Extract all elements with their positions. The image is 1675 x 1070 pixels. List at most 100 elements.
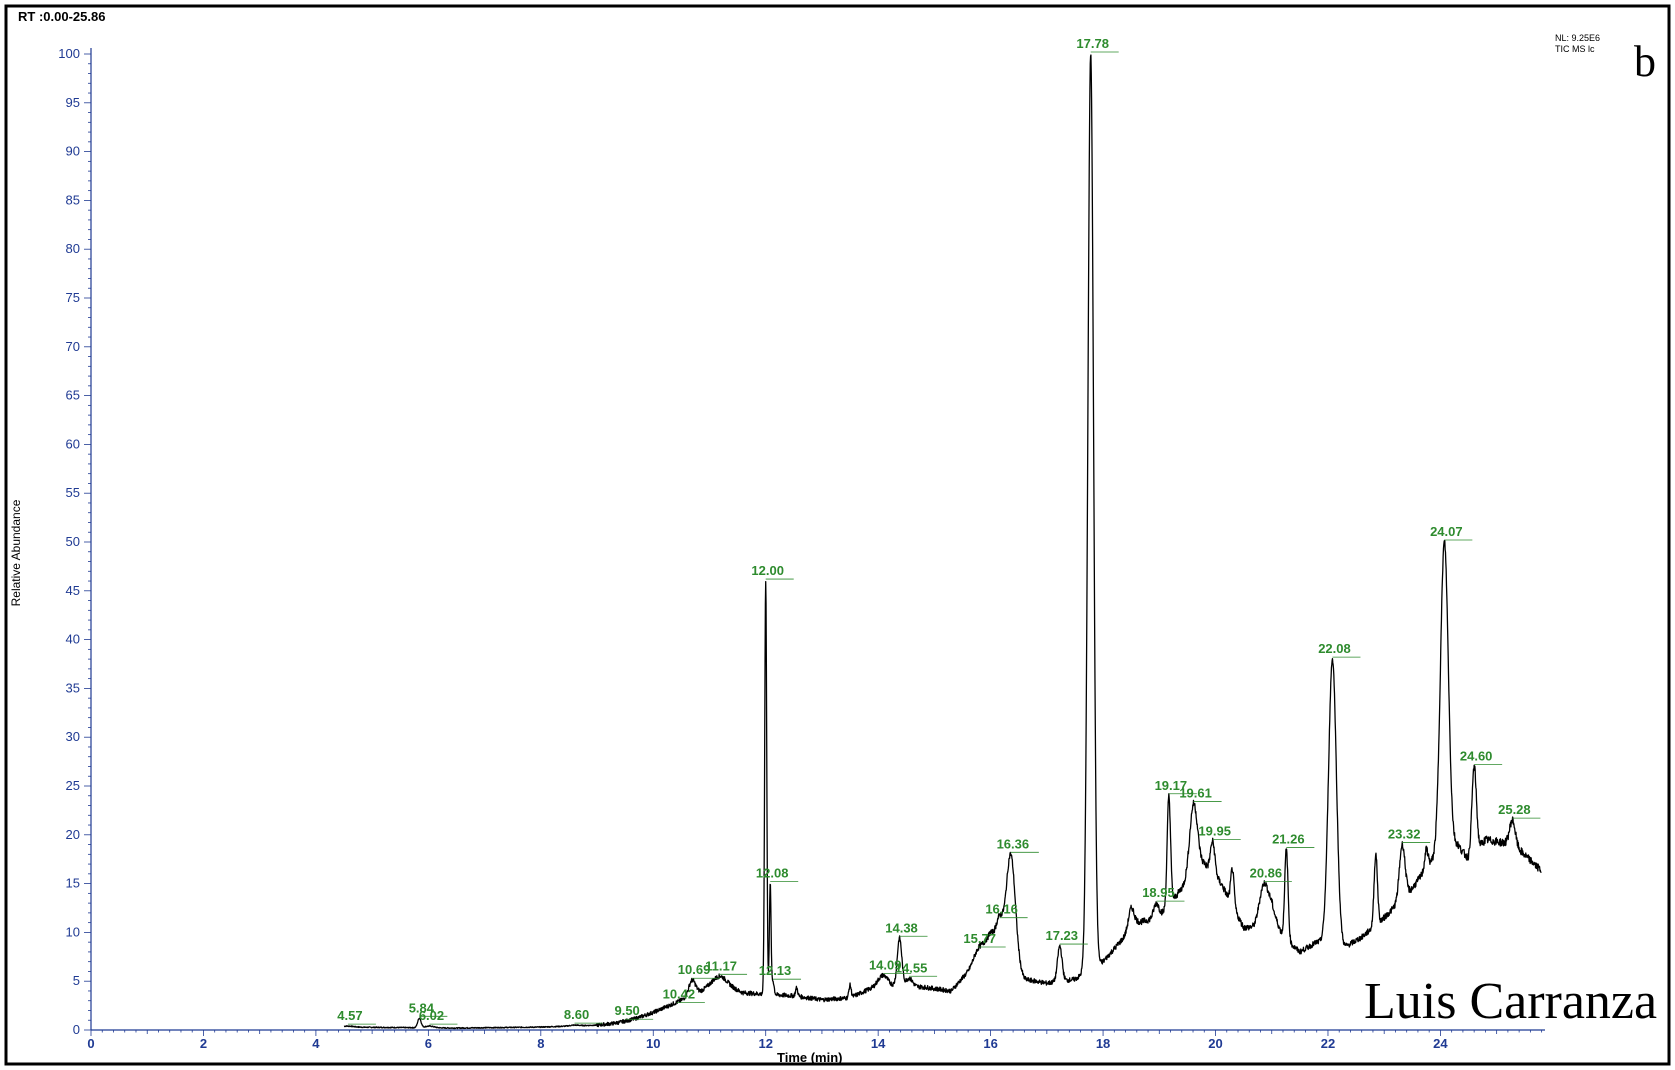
nl-value: NL: 9.25E6 xyxy=(1555,33,1601,43)
peak-label-text: 9.50 xyxy=(614,1003,639,1018)
peak-label: 8.60 xyxy=(564,1007,603,1024)
x-tick-label: 14 xyxy=(871,1036,886,1051)
peak-label-text: 12.08 xyxy=(756,866,789,881)
peak-label: 14.09 xyxy=(869,957,912,974)
x-tick-label: 4 xyxy=(312,1036,320,1051)
x-axis-label: Time (min) xyxy=(777,1050,843,1065)
peak-label-text: 14.09 xyxy=(869,957,902,972)
peak-label: 24.60 xyxy=(1460,748,1503,765)
x-tick-label: 16 xyxy=(983,1036,997,1051)
peak-label: 25.28 xyxy=(1498,802,1541,819)
y-tick-label: 75 xyxy=(66,290,80,305)
peak-label: 24.07 xyxy=(1430,524,1473,541)
peak-label: 14.55 xyxy=(895,960,938,977)
tic-trace xyxy=(343,54,1542,1030)
peak-label-text: 5.84 xyxy=(409,1000,435,1015)
peak-label-text: 22.08 xyxy=(1318,641,1351,656)
y-axis-label: Relative Abundance xyxy=(9,499,23,607)
peak-label: 19.95 xyxy=(1198,824,1241,841)
y-tick-label: 70 xyxy=(66,339,80,354)
peak-label: 16.16 xyxy=(985,902,1028,919)
panel-letter: b xyxy=(1634,37,1656,86)
peak-label-text: 16.16 xyxy=(985,902,1018,917)
y-tick-label: 35 xyxy=(66,680,80,695)
peak-label: 17.23 xyxy=(1045,928,1088,945)
peak-label-text: 11.17 xyxy=(705,958,737,973)
peak-label-text: 10.69 xyxy=(678,962,711,977)
x-tick-label: 24 xyxy=(1433,1036,1448,1051)
peak-label-text: 19.95 xyxy=(1198,824,1231,839)
peak-label-text: 19.61 xyxy=(1179,786,1212,801)
peak-label: 9.50 xyxy=(614,1003,654,1020)
peak-label: 12.08 xyxy=(756,866,799,882)
peak-label: 23.32 xyxy=(1388,827,1431,843)
peak-label: 22.08 xyxy=(1318,641,1361,658)
chart-border xyxy=(4,4,1671,1066)
peak-label-text: 6.02 xyxy=(419,1008,444,1023)
y-tick-label: 65 xyxy=(66,388,80,403)
y-tick-label: 10 xyxy=(66,924,80,939)
y-tick-label: 45 xyxy=(66,583,80,598)
peak-label: 15.77 xyxy=(963,931,1006,948)
x-tick-label: 0 xyxy=(87,1036,94,1051)
peak-label: 12.00 xyxy=(751,563,794,580)
peak-label-text: 24.07 xyxy=(1430,524,1463,539)
peak-label: 17.78 xyxy=(1076,36,1119,53)
scan-filter: TIC MS lc xyxy=(1555,44,1595,54)
x-tick-label: 2 xyxy=(200,1036,207,1051)
peak-label: 19.17 xyxy=(1155,778,1197,795)
y-tick-label: 95 xyxy=(66,95,80,110)
peak-label: 21.26 xyxy=(1272,831,1315,848)
x-tick-label: 22 xyxy=(1321,1036,1335,1051)
peak-label-text: 14.55 xyxy=(895,960,928,975)
y-tick-label: 5 xyxy=(73,973,80,988)
x-tick-label: 20 xyxy=(1208,1036,1222,1051)
peak-label-text: 15.77 xyxy=(963,931,996,946)
peak-label: 5.84 xyxy=(409,1000,448,1017)
x-tick-label: 12 xyxy=(758,1036,772,1051)
peak-label-text: 12.00 xyxy=(751,563,784,578)
peak-label: 19.61 xyxy=(1179,786,1222,802)
peak-label-text: 21.26 xyxy=(1272,831,1305,846)
peak-label: 20.86 xyxy=(1250,866,1292,882)
y-tick-label: 100 xyxy=(58,46,80,61)
peak-label: 6.02 xyxy=(419,1008,458,1025)
peak-label-text: 23.32 xyxy=(1388,827,1421,842)
y-tick-label: 25 xyxy=(66,778,80,793)
peak-label-text: 10.42 xyxy=(663,987,696,1002)
peak-label-text: 17.78 xyxy=(1076,36,1109,51)
peak-label: 16.36 xyxy=(997,836,1039,853)
peak-label: 4.57 xyxy=(337,1008,376,1025)
peak-label: 10.42 xyxy=(663,987,705,1004)
peak-label-text: 24.60 xyxy=(1460,748,1493,763)
peak-label: 18.95 xyxy=(1142,885,1185,902)
peak-label: 10.69 xyxy=(678,962,721,979)
peak-label-text: 17.23 xyxy=(1045,928,1078,943)
retention-range-label: RT :0.00-25.86 xyxy=(18,9,106,24)
peak-label-text: 12.13 xyxy=(759,963,792,978)
peak-label-text: 14.38 xyxy=(885,920,918,935)
y-tick-label: 55 xyxy=(66,485,80,500)
y-tick-label: 85 xyxy=(66,192,80,207)
peak-label-text: 8.60 xyxy=(564,1007,589,1022)
peak-label: 14.38 xyxy=(885,920,928,937)
x-tick-label: 18 xyxy=(1096,1036,1110,1051)
peak-label-text: 19.17 xyxy=(1155,778,1188,793)
normalization-label: NL: 9.25E6 TIC MS lc xyxy=(1555,33,1600,55)
y-tick-label: 0 xyxy=(73,1022,80,1037)
y-tick-label: 30 xyxy=(66,729,80,744)
y-tick-label: 20 xyxy=(66,827,80,842)
author-watermark: Luis Carranza xyxy=(1364,973,1658,1030)
x-tick-label: 8 xyxy=(537,1036,544,1051)
y-tick-label: 15 xyxy=(66,876,80,891)
y-tick-label: 90 xyxy=(66,144,80,159)
y-tick-label: 40 xyxy=(66,632,80,647)
y-tick-label: 80 xyxy=(66,241,80,256)
peak-label: 11.17 xyxy=(705,958,748,975)
peak-label-text: 16.36 xyxy=(997,836,1030,851)
x-tick-label: 10 xyxy=(646,1036,660,1051)
y-tick-label: 50 xyxy=(66,534,80,549)
x-tick-label: 6 xyxy=(425,1036,432,1051)
